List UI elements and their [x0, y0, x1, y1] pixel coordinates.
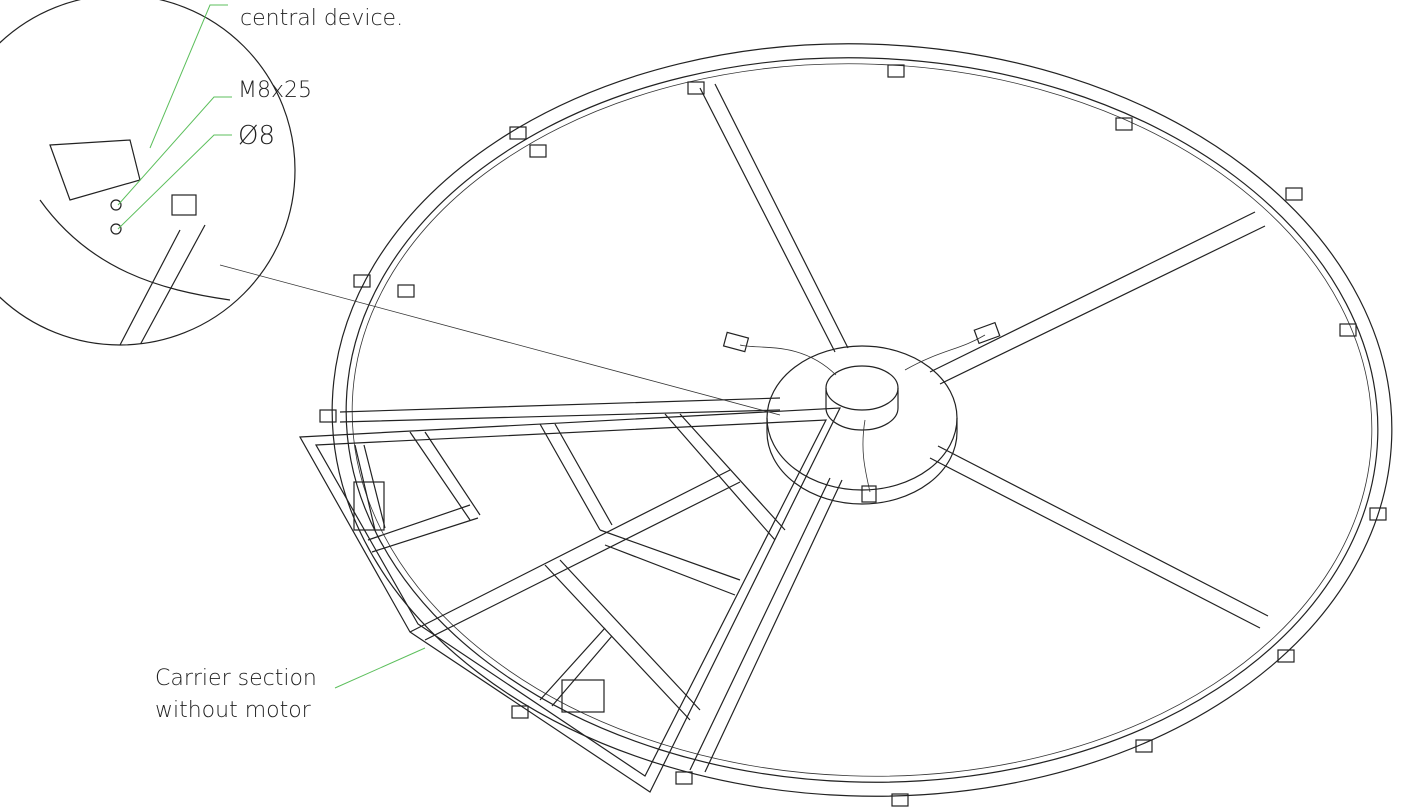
assembly-diagram: central device. M8x25 Ø8 Carrier section…: [0, 0, 1402, 809]
spokes: [340, 84, 1268, 772]
carrier-section: [300, 408, 840, 792]
ring: [319, 26, 1402, 809]
callout-label: Carrier section: [155, 666, 317, 691]
callouts: central device. M8x25 Ø8 Carrier section…: [118, 5, 425, 723]
detail-view: [0, 0, 780, 415]
central-device: [724, 323, 1000, 504]
callout-label: Ø8: [238, 121, 275, 151]
page: central device. M8x25 Ø8 Carrier section…: [0, 0, 1402, 809]
callout-label: without motor: [155, 698, 312, 723]
mounting-tabs: [320, 65, 1386, 806]
callout-label: M8x25: [238, 78, 312, 103]
callout-label: central device.: [240, 6, 403, 31]
